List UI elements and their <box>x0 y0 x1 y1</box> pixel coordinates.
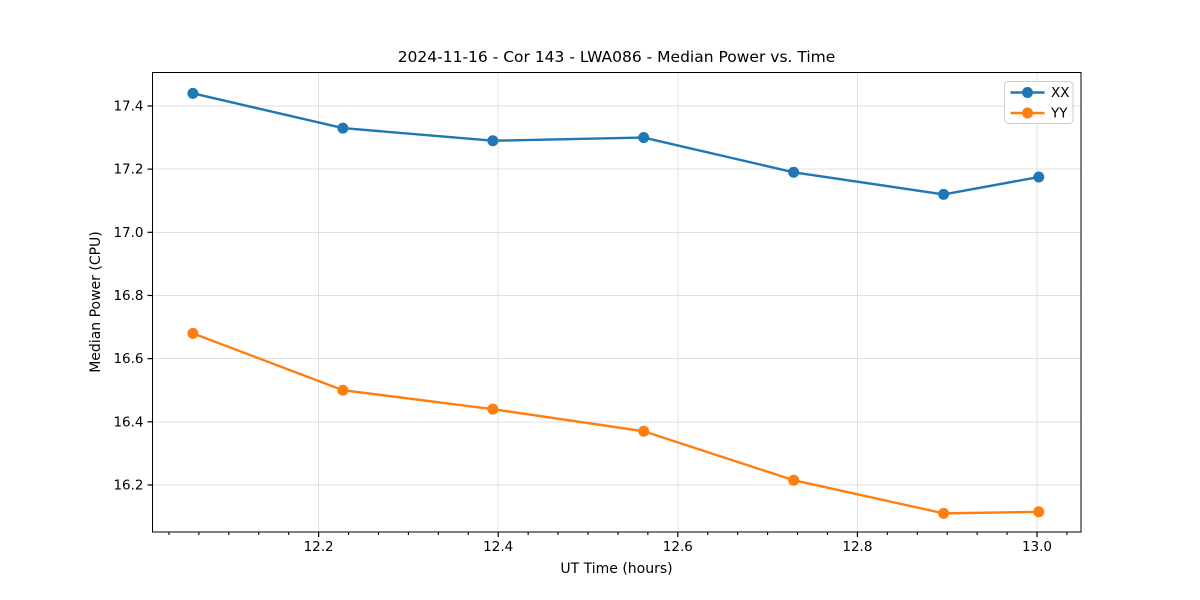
data-point-YY <box>638 425 650 437</box>
data-point-YY <box>187 327 199 339</box>
data-point-XX <box>788 166 800 178</box>
legend-item-XX: XX <box>1010 85 1070 101</box>
series-line-YY <box>191 332 1040 515</box>
x-tick-label: 12.4 <box>483 539 513 555</box>
data-point-YY <box>788 474 800 486</box>
legend: XX YY <box>1004 81 1074 124</box>
data-point-XX <box>487 135 499 147</box>
data-point-YY <box>487 403 499 415</box>
data-point-XX <box>337 122 349 134</box>
y-tick-label: 16.6 <box>113 351 143 367</box>
y-tick-label: 16.4 <box>113 414 143 430</box>
legend-label: XX <box>1051 85 1070 101</box>
data-point-XX <box>938 188 950 200</box>
y-tick-label: 16.8 <box>113 288 143 304</box>
legend-item-YY: YY <box>1010 106 1068 122</box>
x-tick-label: 13.0 <box>1022 539 1052 555</box>
chart-title: 2024-11-16 - Cor 143 - LWA086 - Median P… <box>397 48 836 66</box>
legend-label: YY <box>1050 106 1068 122</box>
data-point-YY <box>337 384 349 396</box>
y-tick-label: 17.2 <box>113 162 143 178</box>
y-tick-label: 16.2 <box>113 477 143 493</box>
x-tick-label: 12.2 <box>304 539 334 555</box>
series-line-XX <box>191 92 1040 196</box>
axes-frame <box>151 71 1082 533</box>
y-tick-label: 17.4 <box>113 98 143 114</box>
data-point-XX <box>638 132 650 144</box>
y-axis-label: Median Power (CPU) <box>88 231 104 373</box>
data-point-YY <box>1033 506 1045 518</box>
x-tick-label: 12.8 <box>842 539 872 555</box>
data-point-YY <box>938 507 950 519</box>
x-tick-label: 12.6 <box>663 539 693 555</box>
data-point-XX <box>1033 171 1045 183</box>
legend-marker-XX <box>1022 87 1033 98</box>
legend-marker-YY <box>1022 107 1033 119</box>
y-tick-label: 17.0 <box>113 225 143 241</box>
x-axis-label: UT Time (hours) <box>560 561 673 577</box>
data-point-XX <box>187 87 199 99</box>
